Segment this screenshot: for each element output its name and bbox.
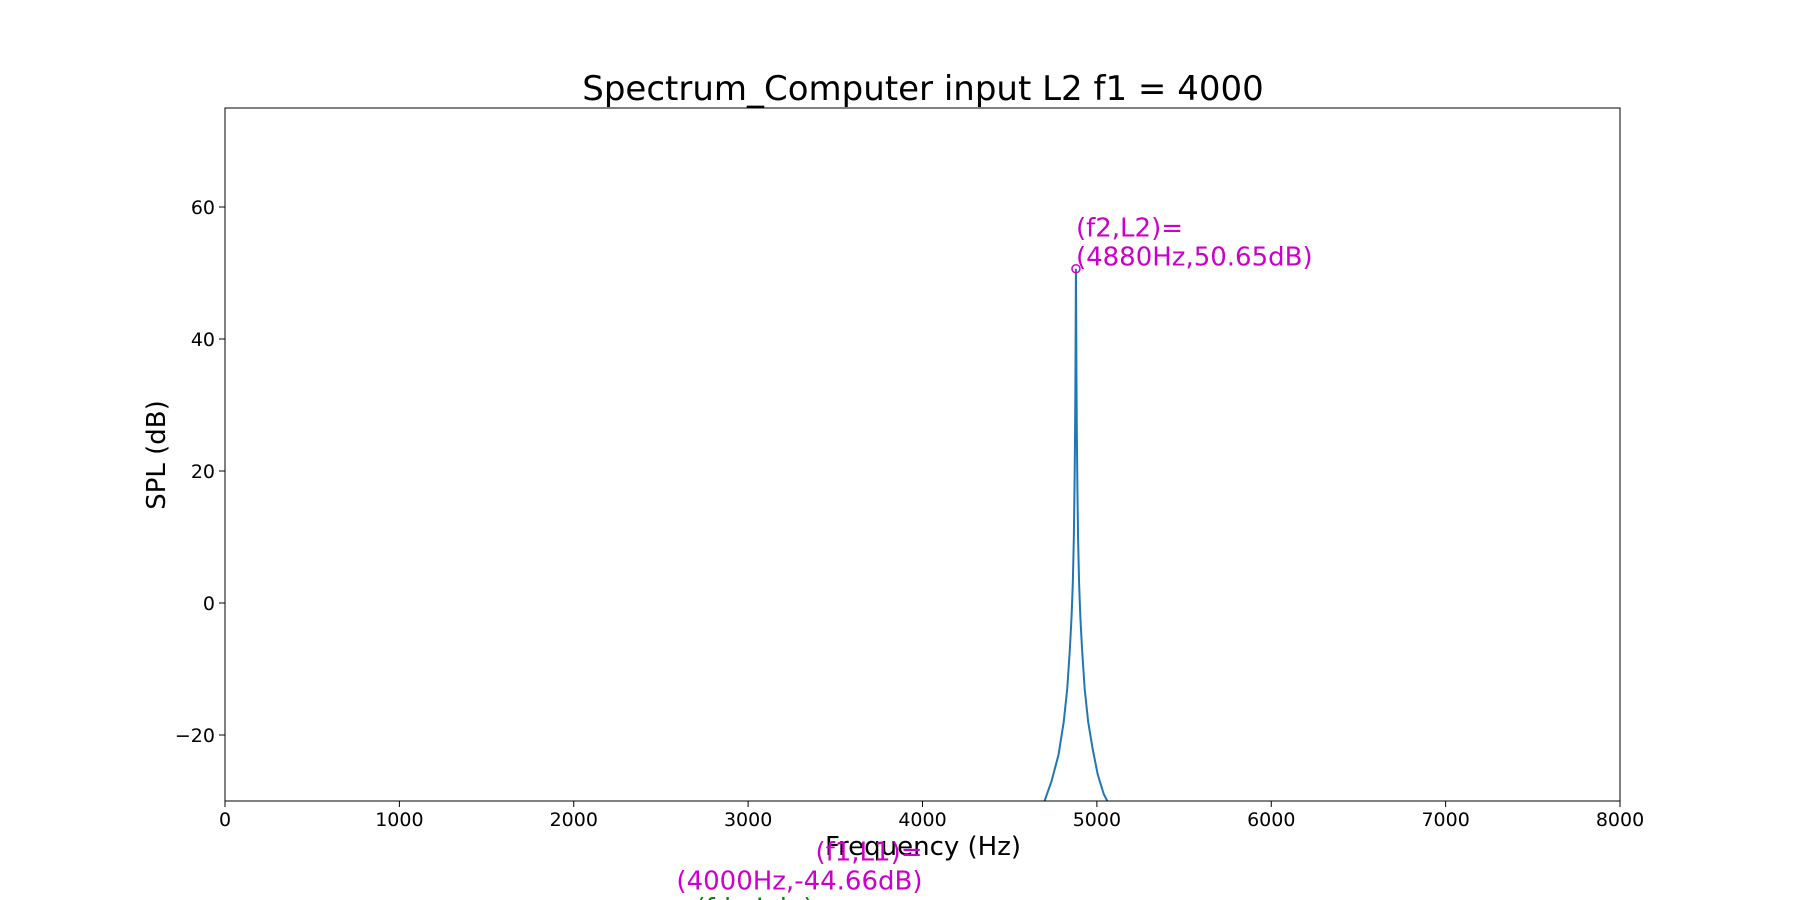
annotation-text: (f2,L2)= [1076, 214, 1183, 244]
x-tick-label: 3000 [724, 809, 772, 831]
x-tick-label: 6000 [1247, 809, 1295, 831]
x-axis-label: Frequency (Hz) [825, 832, 1021, 862]
annotation-text: (4880Hz,50.65dB) [1076, 243, 1313, 273]
y-tick-label: 20 [191, 461, 215, 483]
plot-area [1043, 263, 1109, 801]
x-tick-label: 2000 [550, 809, 598, 831]
y-tick-label: 0 [203, 593, 215, 615]
annotation-text: (f1,L1)= [815, 837, 922, 867]
x-tick-label: 8000 [1596, 809, 1644, 831]
annotations: (f2,L2)=(4880Hz,50.65dB) (f1,L1)=(4000Hz,… [676, 214, 1312, 900]
y-axis: −20 0 20 40 60 [175, 197, 225, 747]
peak-marker [1071, 263, 1081, 274]
y-tick-label: 60 [191, 197, 215, 219]
y-tick-label: −20 [175, 725, 215, 747]
y-tick-label: 40 [191, 329, 215, 351]
plot-frame [224, 107, 1621, 802]
x-tick-label: 1000 [375, 809, 423, 831]
x-axis: 0 1000 2000 3000 4000 5000 6000 7000 8000 [219, 801, 1644, 831]
annotation-text: (4000Hz,-44.66dB) [676, 866, 922, 896]
x-tick-label: 7000 [1421, 809, 1469, 831]
x-tick-label: 4000 [898, 809, 946, 831]
x-tick-label: 5000 [1073, 809, 1121, 831]
annotation-text: (fdp,Ldp)= [695, 894, 835, 900]
spectrum-line [1043, 268, 1109, 801]
y-axis-label: SPL (dB) [142, 400, 172, 510]
x-tick-label: 0 [219, 809, 231, 831]
chart-title: Spectrum_Computer input L2 f1 = 4000 [582, 69, 1263, 109]
